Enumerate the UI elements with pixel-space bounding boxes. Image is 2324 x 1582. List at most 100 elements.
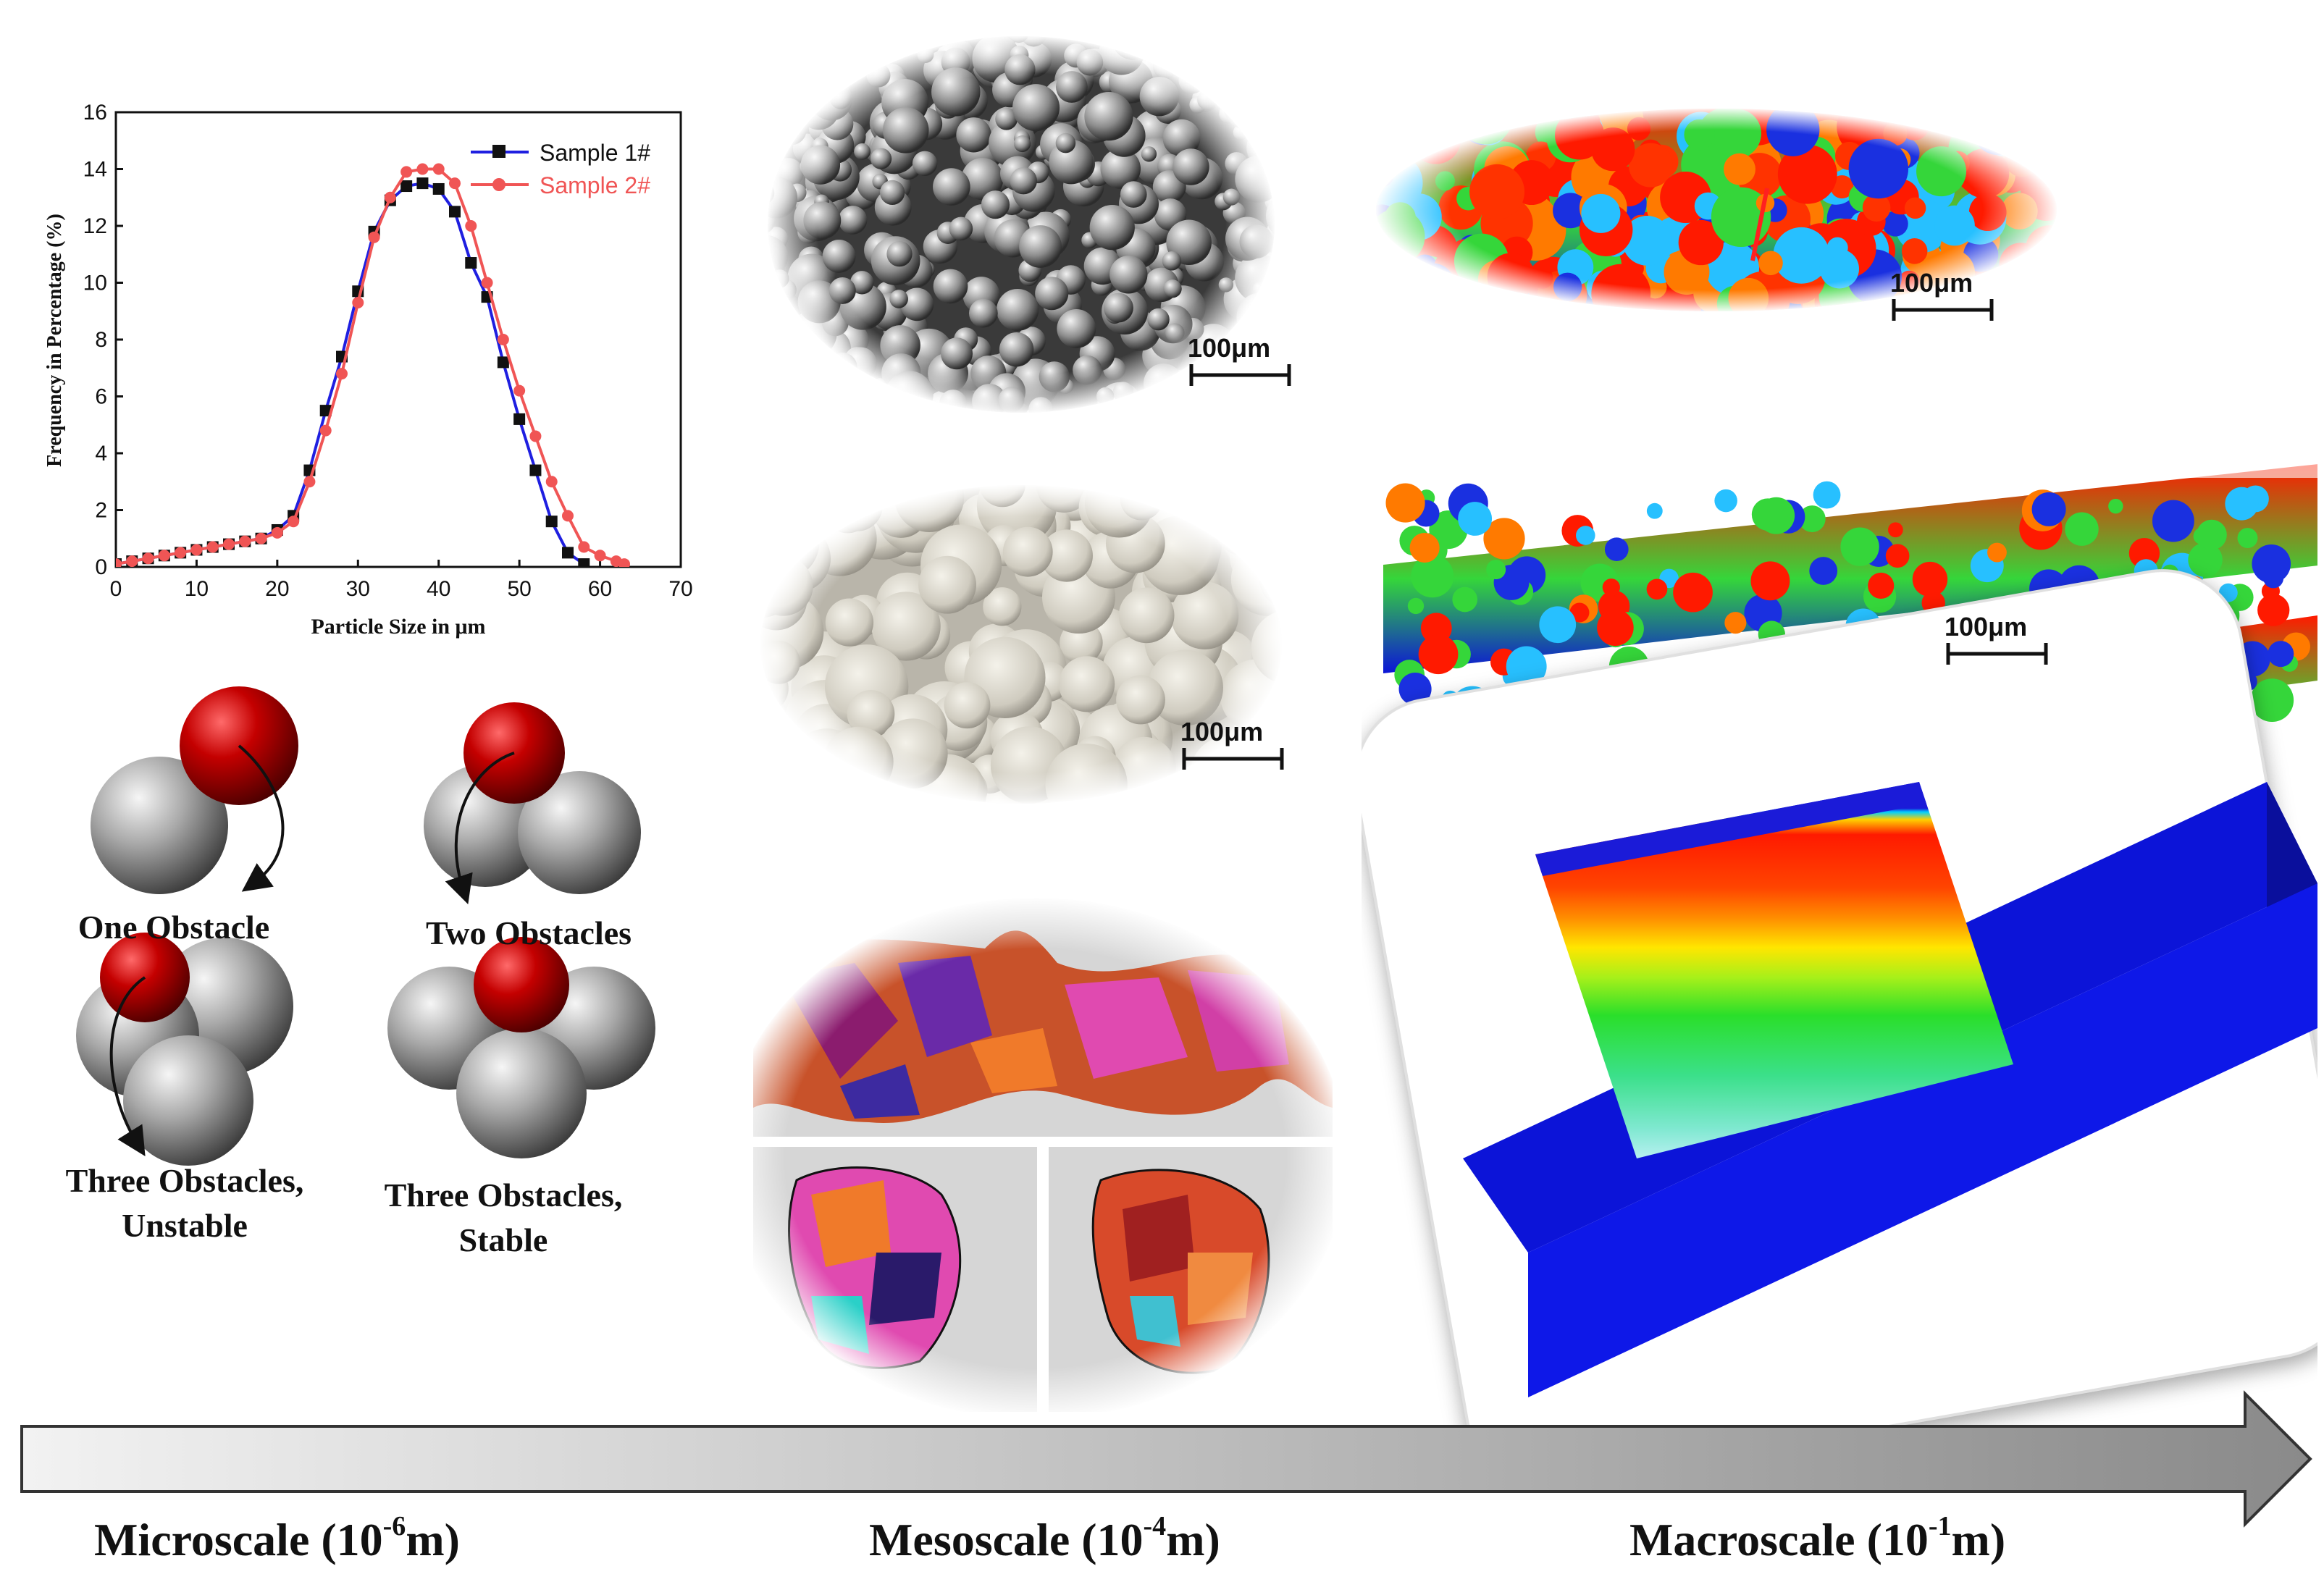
data-point-sample-1	[529, 464, 542, 476]
particle	[1398, 109, 1422, 128]
particle	[1597, 609, 1634, 647]
particle	[760, 485, 826, 541]
data-point-sample-2	[255, 532, 267, 544]
particle	[1265, 152, 1275, 193]
particle	[1646, 578, 1668, 600]
data-point-sample-2	[158, 550, 170, 562]
particle	[768, 262, 772, 280]
particle	[1396, 109, 1436, 145]
particle	[1868, 572, 1895, 599]
data-point-sample-2	[142, 552, 154, 565]
micro-exponent: -6	[382, 1511, 406, 1541]
particle	[1750, 561, 1790, 601]
particle	[2225, 487, 2259, 521]
particle	[768, 401, 785, 413]
particle	[1280, 125, 1296, 141]
scale-bar-track-line	[1892, 299, 1994, 321]
particle	[828, 36, 872, 52]
y-tick-label: 8	[95, 328, 107, 352]
particle	[1269, 256, 1275, 299]
particle	[1576, 526, 1595, 545]
particle	[2152, 500, 2194, 542]
micro-unit: m)	[406, 1514, 460, 1565]
data-point-sample-2	[618, 558, 630, 567]
scale-bar-sem: 100μm	[1188, 333, 1296, 386]
y-axis-ticks: 0 2 4 6 8 10 12 14 16	[83, 101, 123, 579]
particle	[1244, 394, 1262, 413]
x-axis-label: Particle Size in μm	[311, 615, 485, 639]
particle	[1279, 202, 1294, 217]
particle	[1151, 36, 1178, 52]
scale-bar-sim-line	[1182, 748, 1284, 770]
data-point-sample-2	[497, 334, 509, 345]
x-tick-label: 70	[668, 577, 692, 601]
particle	[2196, 519, 2227, 550]
particle	[1398, 673, 1432, 706]
particle	[779, 363, 798, 383]
particle	[2252, 544, 2291, 584]
particle	[768, 371, 812, 413]
y-tick-label: 4	[95, 442, 107, 466]
particle	[760, 485, 830, 523]
particle	[1224, 485, 1282, 528]
scale-bar-sem-line	[1189, 364, 1291, 386]
particle	[2250, 678, 2294, 722]
scale-bar-sim-label: 100μm	[1180, 717, 1264, 746]
particle	[768, 321, 784, 351]
particle	[828, 371, 864, 407]
data-point-sample-1	[578, 558, 590, 567]
label-mesoscale: Mesoscale (10-4m)	[869, 1511, 1220, 1567]
particle	[794, 45, 815, 67]
particle	[1149, 775, 1203, 804]
particle	[782, 36, 828, 75]
particle	[806, 36, 827, 46]
particle	[1798, 505, 1826, 533]
data-point-sample-2	[545, 476, 558, 488]
particle	[2268, 641, 2294, 668]
particle	[1170, 45, 1186, 62]
particle	[2034, 109, 2057, 132]
y-tick-label: 16	[83, 101, 107, 125]
particle	[1506, 646, 1547, 687]
data-point-sample-2	[336, 368, 348, 380]
particle	[791, 61, 812, 83]
particle	[1724, 612, 1747, 634]
particle	[1411, 555, 1454, 598]
particle	[790, 77, 822, 109]
data-point-sample-2	[481, 277, 493, 289]
data-point-sample-2	[578, 541, 590, 553]
particle	[881, 485, 928, 501]
particle	[1912, 561, 1948, 597]
y-tick-label: 6	[95, 385, 107, 409]
y-tick-label: 2	[95, 499, 107, 523]
scale-bar-track: 100μm	[1890, 268, 1999, 321]
particle	[1262, 72, 1275, 108]
particle	[1483, 518, 1525, 560]
meso-exponent: -4	[1143, 1511, 1167, 1541]
particle	[783, 36, 818, 49]
particle	[2017, 269, 2057, 311]
particle	[768, 309, 781, 340]
particle	[1376, 248, 1411, 308]
scale-bar-tracks-line	[1946, 643, 2048, 665]
particle	[2108, 498, 2123, 514]
meso-unit: m)	[1166, 1514, 1220, 1565]
particle	[768, 100, 787, 125]
particle	[1288, 27, 1303, 42]
particle	[2237, 528, 2258, 549]
particle	[1646, 502, 1663, 519]
particle	[1241, 56, 1264, 78]
particle	[1278, 192, 1300, 214]
particle	[806, 361, 844, 400]
x-axis-ticks: 0 10 20 30 40 50 60 70	[110, 560, 693, 601]
particle	[795, 36, 839, 75]
particle	[1486, 560, 1506, 580]
label-three-unstable-line2: Unstable	[122, 1207, 248, 1244]
particle	[1178, 393, 1221, 413]
data-point-sample-2	[432, 163, 445, 175]
data-point-sample-2	[594, 550, 606, 562]
x-tick-label: 30	[346, 577, 370, 601]
legend-sample-1: Sample 1#	[540, 140, 650, 166]
data-point-sample-2	[288, 516, 300, 528]
series-layer	[116, 163, 630, 567]
